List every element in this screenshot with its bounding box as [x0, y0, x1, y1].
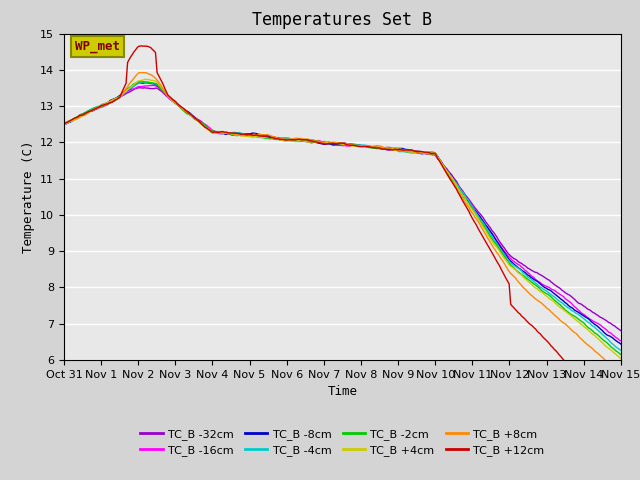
- Text: WP_met: WP_met: [75, 40, 120, 53]
- Legend: TC_B -32cm, TC_B -16cm, TC_B -8cm, TC_B -4cm, TC_B -2cm, TC_B +4cm, TC_B +8cm, T: TC_B -32cm, TC_B -16cm, TC_B -8cm, TC_B …: [136, 424, 549, 461]
- TC_B -2cm: [129, 82, 136, 88]
- TC_B +8cm: [255, 132, 263, 137]
- TC_B +8cm: [138, 70, 145, 75]
- Line: TC_B -16cm: TC_B -16cm: [64, 85, 621, 341]
- TC_B +4cm: [305, 139, 313, 145]
- TC_B -2cm: [136, 79, 144, 84]
- TC_B +12cm: [60, 121, 68, 127]
- TC_B +4cm: [228, 131, 236, 137]
- TC_B +8cm: [129, 77, 136, 83]
- TC_B -4cm: [141, 79, 148, 85]
- TC_B -16cm: [255, 132, 263, 138]
- TC_B +4cm: [255, 134, 263, 140]
- TC_B -8cm: [246, 131, 254, 137]
- TC_B -32cm: [246, 132, 254, 137]
- TC_B -2cm: [228, 132, 236, 137]
- TC_B -32cm: [60, 122, 68, 128]
- TC_B -8cm: [617, 341, 625, 347]
- TC_B +12cm: [255, 133, 263, 139]
- TC_B +12cm: [129, 52, 136, 58]
- Line: TC_B -4cm: TC_B -4cm: [64, 82, 621, 350]
- TC_B +12cm: [138, 43, 145, 49]
- TC_B -16cm: [305, 137, 313, 143]
- TC_B -32cm: [129, 87, 136, 93]
- TC_B -2cm: [246, 133, 254, 139]
- TC_B -4cm: [129, 84, 136, 90]
- TC_B +4cm: [141, 76, 148, 82]
- TC_B -8cm: [228, 132, 236, 138]
- TC_B +8cm: [246, 132, 254, 138]
- TC_B -16cm: [246, 131, 254, 137]
- TC_B -32cm: [141, 85, 148, 91]
- TC_B +12cm: [246, 132, 254, 138]
- TC_B +12cm: [588, 387, 595, 393]
- TC_B -2cm: [588, 327, 595, 333]
- Line: TC_B -2cm: TC_B -2cm: [64, 82, 621, 355]
- TC_B -2cm: [60, 121, 68, 127]
- TC_B -16cm: [617, 338, 625, 344]
- TC_B +12cm: [617, 420, 625, 426]
- TC_B -16cm: [60, 121, 68, 127]
- Line: TC_B +8cm: TC_B +8cm: [64, 72, 621, 376]
- TC_B +8cm: [617, 373, 625, 379]
- TC_B -4cm: [228, 130, 236, 136]
- TC_B -2cm: [255, 134, 263, 140]
- TC_B +4cm: [129, 83, 136, 88]
- TC_B -16cm: [150, 83, 158, 88]
- TC_B +4cm: [588, 330, 595, 336]
- TC_B +4cm: [246, 133, 254, 139]
- TC_B -4cm: [255, 133, 263, 139]
- Line: TC_B -32cm: TC_B -32cm: [64, 88, 621, 331]
- TC_B -4cm: [246, 132, 254, 138]
- TC_B -16cm: [588, 317, 595, 323]
- TC_B -8cm: [255, 132, 263, 137]
- Y-axis label: Temperature (C): Temperature (C): [22, 141, 35, 253]
- TC_B -4cm: [617, 348, 625, 353]
- TC_B +8cm: [228, 131, 236, 136]
- TC_B -32cm: [305, 138, 313, 144]
- TC_B -32cm: [255, 133, 263, 139]
- TC_B +8cm: [305, 136, 313, 142]
- TC_B -4cm: [588, 322, 595, 328]
- TC_B +4cm: [617, 356, 625, 361]
- Line: TC_B +4cm: TC_B +4cm: [64, 79, 621, 359]
- TC_B -8cm: [60, 122, 68, 128]
- TC_B +4cm: [60, 122, 68, 128]
- TC_B -8cm: [305, 139, 313, 145]
- TC_B -32cm: [617, 328, 625, 334]
- TC_B +8cm: [60, 121, 68, 127]
- TC_B -16cm: [228, 132, 236, 137]
- TC_B -16cm: [129, 86, 136, 92]
- TC_B -4cm: [60, 121, 68, 127]
- TC_B -8cm: [141, 80, 148, 85]
- TC_B -32cm: [588, 308, 595, 314]
- TC_B -4cm: [305, 137, 313, 143]
- TC_B -2cm: [617, 352, 625, 358]
- TC_B +12cm: [228, 130, 236, 136]
- TC_B -8cm: [129, 84, 136, 90]
- TC_B -8cm: [588, 319, 595, 324]
- X-axis label: Time: Time: [328, 385, 357, 398]
- TC_B +8cm: [588, 345, 595, 350]
- Line: TC_B -8cm: TC_B -8cm: [64, 83, 621, 344]
- TC_B -2cm: [305, 138, 313, 144]
- Title: Temperatures Set B: Temperatures Set B: [252, 11, 433, 29]
- Line: TC_B +12cm: TC_B +12cm: [64, 46, 621, 423]
- TC_B -32cm: [228, 132, 236, 137]
- TC_B +12cm: [305, 138, 313, 144]
